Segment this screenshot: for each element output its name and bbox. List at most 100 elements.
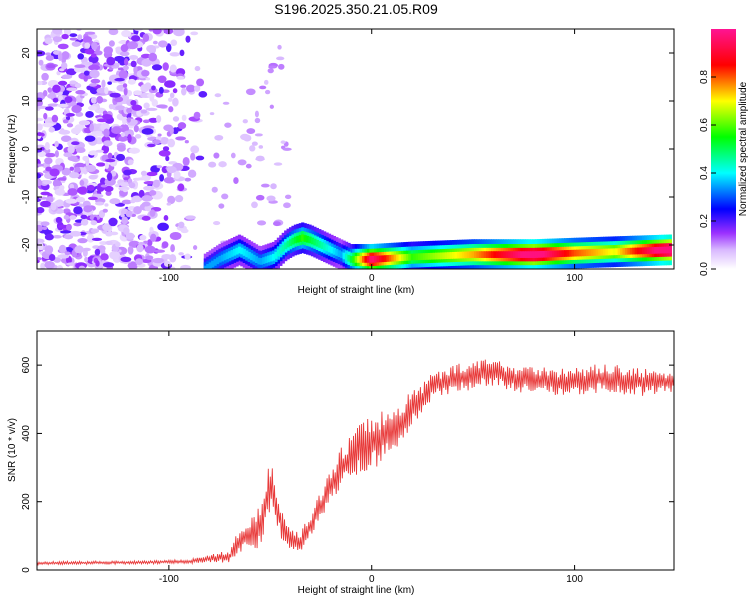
tone-ridge-segment [400, 254, 405, 261]
noise-speckle [198, 91, 208, 98]
tone-ridge-segment [427, 252, 431, 260]
noise-speckle [149, 226, 154, 233]
noise-speckle [151, 99, 158, 107]
tone-ridge-segment [473, 251, 478, 258]
noise-speckle [90, 96, 97, 104]
noise-speckle [136, 244, 144, 253]
tone-ridge-segment [220, 254, 225, 262]
tone-ridge-segment [659, 246, 663, 254]
noise-speckle [47, 93, 57, 99]
noise-speckle [127, 78, 136, 85]
noise-speckle [104, 203, 109, 207]
tone-ridge-segment [259, 258, 263, 265]
noise-speckle [80, 214, 88, 220]
noise-speckle [52, 179, 62, 188]
noise-speckle [121, 30, 132, 38]
noise-speckle [74, 83, 82, 89]
noise-speckle [126, 41, 138, 50]
noise-speckle [266, 195, 276, 202]
noise-speckle [268, 65, 277, 69]
tone-ridge-segment [537, 251, 541, 258]
tone-ridge-segment [644, 247, 648, 255]
tone-ridge-segment [379, 255, 383, 263]
tone-ridge-segment [264, 256, 268, 264]
tone-ridge-segment [344, 253, 349, 261]
tone-ridge-segment [422, 253, 427, 260]
noise-speckle [208, 161, 217, 168]
tone-ridge-segment [211, 260, 215, 268]
noise-speckle [75, 90, 86, 95]
tone-ridge-segment [576, 249, 580, 257]
noise-speckle [254, 133, 263, 137]
tone-ridge-segment [481, 251, 485, 258]
noise-speckle [84, 31, 96, 35]
noise-speckle [145, 77, 151, 81]
noise-speckle [37, 224, 44, 232]
noise-speckle [151, 85, 156, 91]
noise-speckle [69, 80, 77, 85]
noise-speckle [218, 161, 227, 168]
noise-speckle [127, 133, 132, 143]
noise-speckle [133, 90, 142, 96]
noise-speckle [135, 258, 143, 266]
noise-speckle [47, 87, 53, 93]
tone-ridge-segment [405, 253, 410, 261]
tone-ridge-segment [471, 251, 475, 258]
noise-speckle [151, 64, 163, 71]
tone-ridge-segment [288, 239, 293, 246]
tone-ridge-segment [661, 246, 665, 254]
noise-speckle [41, 72, 49, 81]
tone-ridge-segment [298, 235, 302, 242]
noise-speckle [130, 35, 141, 42]
noise-speckle [123, 227, 130, 235]
noise-speckle [170, 39, 178, 46]
noise-speckle [40, 262, 46, 269]
noise-speckle [214, 93, 222, 98]
noise-speckle [103, 46, 114, 55]
noise-speckle [163, 176, 176, 184]
noise-speckle [75, 147, 86, 154]
tone-ridge-segment [646, 247, 651, 254]
noise-speckle [177, 122, 187, 130]
noise-speckle [245, 163, 252, 169]
tone-ridge-segment [206, 263, 210, 269]
noise-speckle [87, 196, 98, 201]
tone-ridge-segment [408, 253, 412, 261]
noise-speckle [82, 36, 93, 43]
tone-ridge-segment [505, 251, 509, 258]
noise-speckle [158, 86, 164, 94]
tone-ridge-segment [254, 256, 259, 263]
noise-speckle [77, 237, 88, 244]
noise-speckle [273, 162, 283, 166]
noise-speckle [52, 97, 59, 103]
colorbar-label: Normalized spectral amplitude [738, 81, 749, 216]
noise-speckle [101, 113, 113, 120]
noise-speckle [89, 83, 98, 87]
noise-speckle [103, 128, 110, 138]
tone-ridge-segment [240, 247, 244, 255]
noise-speckle [90, 53, 97, 58]
tone-ridge-segment [491, 251, 495, 258]
y-tick-label: 600 [21, 356, 32, 373]
noise-speckle [37, 80, 43, 86]
noise-speckle [57, 43, 69, 50]
noise-speckle [49, 168, 60, 177]
tone-ridge-segment [622, 248, 626, 255]
noise-speckle [42, 180, 53, 185]
tone-ridge-segment [225, 252, 229, 260]
noise-speckle [60, 135, 72, 142]
noise-speckle [184, 177, 192, 182]
colorbar-tick-label: 0.2 [699, 214, 710, 228]
tone-ridge-segment [242, 249, 246, 256]
noise-speckle [195, 155, 205, 161]
noise-speckle [37, 149, 43, 153]
noise-speckle [143, 102, 150, 109]
noise-speckle [141, 195, 153, 202]
colorbar: 0.0 0.2 0.4 0.6 0.8 Normalized spectral ampl… [699, 29, 749, 276]
noise-speckle [64, 96, 73, 103]
tone-ridge-segment [607, 248, 612, 256]
noise-speckle [78, 120, 91, 126]
noise-speckle [145, 107, 158, 111]
tone-ridge-segment [430, 252, 434, 260]
noise-speckle [71, 41, 81, 47]
